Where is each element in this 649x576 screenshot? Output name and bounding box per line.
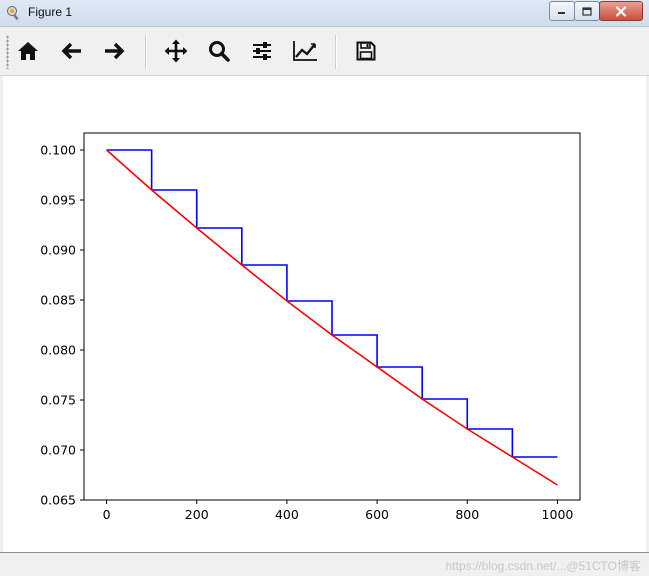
- status-bar: https://blog.csdn.net/...@51CTO博客: [0, 552, 649, 576]
- subplots-button[interactable]: [246, 35, 278, 67]
- x-tick-label: 1000: [542, 507, 574, 522]
- home-button[interactable]: [12, 35, 44, 67]
- figure-canvas[interactable]: 0 200 400 600 800 1000 0.065 0.070 0.075 0.080 0.0…: [3, 76, 646, 552]
- x-tick-label: 600: [365, 507, 389, 522]
- y-tick-label: 0.065: [40, 493, 76, 508]
- toolbar-separator: [335, 35, 337, 69]
- chart[interactable]: 0 200 400 600 800 1000 0.065 0.070 0.075 0.080 0.0…: [3, 76, 646, 552]
- save-button[interactable]: [350, 35, 382, 67]
- x-tick-label: 200: [185, 507, 209, 522]
- window-frame-left: [0, 76, 3, 552]
- series-blue-step-line: [106, 149, 558, 458]
- maximize-icon: [582, 6, 592, 16]
- axes-frame: [83, 132, 581, 501]
- window-frame-right: [646, 76, 649, 552]
- window-title: Figure 1: [28, 5, 73, 19]
- watermark-text: https://blog.csdn.net/...@51CTO博客: [445, 559, 641, 573]
- home-icon: [18, 42, 38, 60]
- forward-button[interactable]: [98, 35, 130, 67]
- y-tick-label: 0.080: [40, 343, 76, 358]
- y-tick-label: 0.085: [40, 293, 76, 308]
- x-tick-label: 800: [455, 507, 479, 522]
- y-tick-label: 0.100: [40, 143, 76, 158]
- toolbar-separator: [145, 35, 147, 69]
- app-icon: [7, 6, 19, 21]
- series-red-line: [106, 149, 558, 486]
- close-button[interactable]: [599, 1, 643, 21]
- y-tick-label: 0.070: [40, 443, 76, 458]
- minimize-button[interactable]: [549, 1, 575, 21]
- x-tick-label: 400: [275, 507, 299, 522]
- x-tick-label: 0: [103, 507, 111, 522]
- maximize-button[interactable]: [574, 1, 600, 21]
- arrow-right-icon: [105, 42, 125, 60]
- magnifier-icon: [209, 41, 230, 62]
- zoom-button[interactable]: [203, 35, 235, 67]
- line-chart-icon: [293, 41, 317, 61]
- toolbar-grip[interactable]: [6, 35, 9, 69]
- move-icon: [164, 39, 188, 63]
- window-title-bar[interactable]: Figure 1: [0, 0, 649, 27]
- pan-button[interactable]: [160, 35, 192, 67]
- arrow-left-icon: [61, 42, 81, 60]
- edit-axis-button[interactable]: [289, 35, 321, 67]
- floppy-disk-icon: [356, 41, 376, 61]
- y-tick-label: 0.090: [40, 243, 76, 258]
- y-tick-label: 0.075: [40, 393, 76, 408]
- close-icon: [615, 5, 627, 17]
- minimize-icon: [558, 12, 565, 14]
- y-tick-label: 0.095: [40, 193, 76, 208]
- back-button[interactable]: [56, 35, 88, 67]
- navigation-toolbar: [0, 27, 649, 76]
- sliders-icon: [253, 42, 271, 60]
